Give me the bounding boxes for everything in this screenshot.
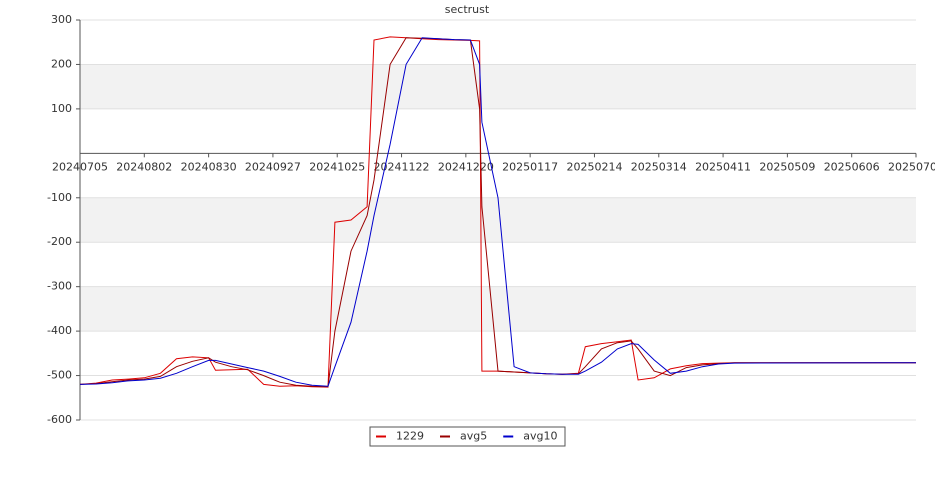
- x-tick-label: 20240802: [116, 160, 172, 173]
- y-tick-label: -100: [47, 191, 72, 204]
- x-tick-label: 20250509: [759, 160, 815, 173]
- x-tick-label: 20241025: [309, 160, 365, 173]
- x-tick-label: 20240927: [245, 160, 301, 173]
- x-tick-label: 20250704: [888, 160, 935, 173]
- x-tick-label: 20250214: [566, 160, 622, 173]
- x-tick-label: 20240705: [52, 160, 108, 173]
- legend-box: [369, 426, 566, 447]
- y-tick-label: -500: [47, 369, 72, 382]
- chart-title: sectrust: [445, 3, 490, 16]
- x-tick-label: 20250411: [695, 160, 751, 173]
- y-tick-label: 200: [51, 57, 72, 70]
- legend-label: 1229: [396, 430, 424, 443]
- legend: 1229 avg5 avg10: [369, 426, 566, 447]
- x-tick-label: 20241122: [374, 160, 430, 173]
- legend-label: avg10: [523, 430, 557, 443]
- y-tick-label: 100: [51, 102, 72, 115]
- band: [80, 197, 916, 243]
- x-tick-label: 20240830: [181, 160, 237, 173]
- y-tick-label: -600: [47, 413, 72, 426]
- y-tick-label: -200: [47, 235, 72, 248]
- series-line: [79, 37, 917, 387]
- x-tick-label: 20250606: [824, 160, 880, 173]
- x-tick-label: 20250314: [631, 160, 687, 173]
- y-tick-label: 300: [51, 13, 72, 26]
- y-tick-label: -300: [47, 280, 72, 293]
- band: [80, 286, 916, 332]
- band: [80, 64, 916, 109]
- x-tick-label: 20241220: [438, 160, 494, 173]
- legend-label: avg5: [460, 430, 487, 443]
- x-tick-label: 20250117: [502, 160, 558, 173]
- y-tick-label: -400: [47, 324, 72, 337]
